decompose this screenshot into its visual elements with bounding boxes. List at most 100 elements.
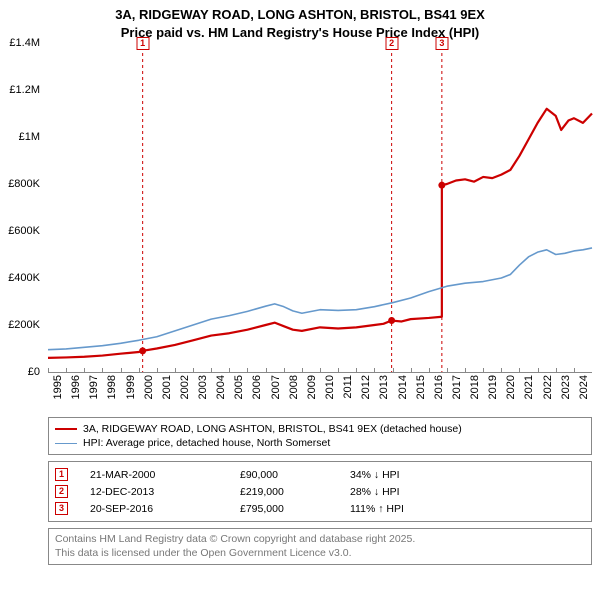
sale-dot	[438, 182, 445, 189]
legend-label: HPI: Average price, detached house, Nort…	[83, 437, 330, 449]
legend-row: HPI: Average price, detached house, Nort…	[55, 436, 585, 450]
x-tick-label: 2002	[179, 375, 191, 399]
title-line-2: Price paid vs. HM Land Registry's House …	[10, 24, 590, 42]
x-tick	[121, 368, 122, 373]
series-hpi	[48, 248, 592, 350]
x-tick	[538, 368, 539, 373]
x-tick-label: 2015	[415, 375, 427, 399]
x-tick	[284, 368, 285, 373]
x-tick	[102, 368, 103, 373]
chart-svg	[48, 43, 592, 372]
x-tick-label: 1999	[125, 375, 137, 399]
legend-swatch	[55, 443, 77, 444]
x-tick	[157, 368, 158, 373]
attribution-line-1: Contains HM Land Registry data © Crown c…	[55, 533, 585, 547]
x-tick	[374, 368, 375, 373]
sale-marker-box: 3	[435, 37, 448, 50]
x-tick	[48, 368, 49, 373]
x-tick	[66, 368, 67, 373]
series-price_paid	[48, 109, 592, 358]
y-tick-label: £600K	[8, 225, 40, 237]
sales-row: 212-DEC-2013£219,00028% ↓ HPI	[55, 483, 585, 500]
sales-delta: 111% ↑ HPI	[350, 503, 585, 515]
sale-marker-box: 1	[136, 37, 149, 50]
y-tick-label: £800K	[8, 178, 40, 190]
x-tick-label: 2020	[505, 375, 517, 399]
x-tick-label: 2008	[288, 375, 300, 399]
x-tick-label: 1997	[88, 375, 100, 399]
chart-title: 3A, RIDGEWAY ROAD, LONG ASHTON, BRISTOL,…	[0, 0, 600, 43]
x-tick	[302, 368, 303, 373]
y-tick-label: £1M	[19, 131, 40, 143]
x-tick-label: 2007	[270, 375, 282, 399]
x-tick-label: 1996	[70, 375, 82, 399]
y-tick-label: £0	[28, 366, 40, 378]
sales-row: 320-SEP-2016£795,000111% ↑ HPI	[55, 500, 585, 517]
x-tick-label: 2004	[215, 375, 227, 399]
sales-date: 21-MAR-2000	[90, 469, 240, 481]
y-tick-label: £400K	[8, 272, 40, 284]
sales-marker: 1	[55, 468, 68, 481]
x-tick-label: 2023	[560, 375, 572, 399]
x-tick-label: 2009	[306, 375, 318, 399]
x-tick-label: 2012	[360, 375, 372, 399]
x-tick	[519, 368, 520, 373]
y-tick-label: £1.2M	[9, 84, 40, 96]
x-tick-label: 2017	[451, 375, 463, 399]
sales-marker: 2	[55, 485, 68, 498]
x-tick-label: 2006	[251, 375, 263, 399]
sales-row: 121-MAR-2000£90,00034% ↓ HPI	[55, 466, 585, 483]
x-tick	[574, 368, 575, 373]
x-tick-label: 2024	[578, 375, 590, 399]
x-tick	[247, 368, 248, 373]
x-tick	[338, 368, 339, 373]
x-tick-label: 2001	[161, 375, 173, 399]
legend: 3A, RIDGEWAY ROAD, LONG ASHTON, BRISTOL,…	[48, 417, 592, 455]
x-tick	[320, 368, 321, 373]
x-tick-label: 2019	[487, 375, 499, 399]
x-tick-label: 2022	[542, 375, 554, 399]
x-tick	[356, 368, 357, 373]
x-tick	[411, 368, 412, 373]
x-tick	[84, 368, 85, 373]
title-line-1: 3A, RIDGEWAY ROAD, LONG ASHTON, BRISTOL,…	[10, 6, 590, 24]
sales-date: 20-SEP-2016	[90, 503, 240, 515]
x-tick	[556, 368, 557, 373]
legend-label: 3A, RIDGEWAY ROAD, LONG ASHTON, BRISTOL,…	[83, 423, 462, 435]
x-tick	[193, 368, 194, 373]
x-tick-label: 2021	[523, 375, 535, 399]
x-tick-label: 2011	[342, 375, 354, 399]
x-tick	[429, 368, 430, 373]
sales-table: 121-MAR-2000£90,00034% ↓ HPI212-DEC-2013…	[48, 461, 592, 522]
x-tick-label: 2005	[233, 375, 245, 399]
y-axis: £0£200K£400K£600K£800K£1M£1.2M£1.4M	[0, 43, 44, 372]
x-tick	[393, 368, 394, 373]
x-tick	[139, 368, 140, 373]
x-tick	[266, 368, 267, 373]
x-tick	[211, 368, 212, 373]
x-tick	[465, 368, 466, 373]
legend-row: 3A, RIDGEWAY ROAD, LONG ASHTON, BRISTOL,…	[55, 422, 585, 436]
x-tick	[229, 368, 230, 373]
x-tick-label: 2003	[197, 375, 209, 399]
sales-delta: 34% ↓ HPI	[350, 469, 585, 481]
x-tick-label: 2000	[143, 375, 155, 399]
x-tick	[483, 368, 484, 373]
x-tick-label: 2016	[433, 375, 445, 399]
y-tick-label: £1.4M	[9, 37, 40, 49]
x-tick	[501, 368, 502, 373]
x-tick-label: 2018	[469, 375, 481, 399]
chart-container: 3A, RIDGEWAY ROAD, LONG ASHTON, BRISTOL,…	[0, 0, 600, 590]
x-tick-label: 1998	[106, 375, 118, 399]
sales-marker: 3	[55, 502, 68, 515]
legend-swatch	[55, 428, 77, 430]
sale-dot	[388, 317, 395, 324]
x-tick	[447, 368, 448, 373]
attribution-line-2: This data is licensed under the Open Gov…	[55, 547, 585, 561]
x-tick-label: 1995	[52, 375, 64, 399]
sale-dot	[139, 347, 146, 354]
attribution: Contains HM Land Registry data © Crown c…	[48, 528, 592, 565]
y-tick-label: £200K	[8, 319, 40, 331]
sales-date: 12-DEC-2013	[90, 486, 240, 498]
sales-price: £219,000	[240, 486, 350, 498]
